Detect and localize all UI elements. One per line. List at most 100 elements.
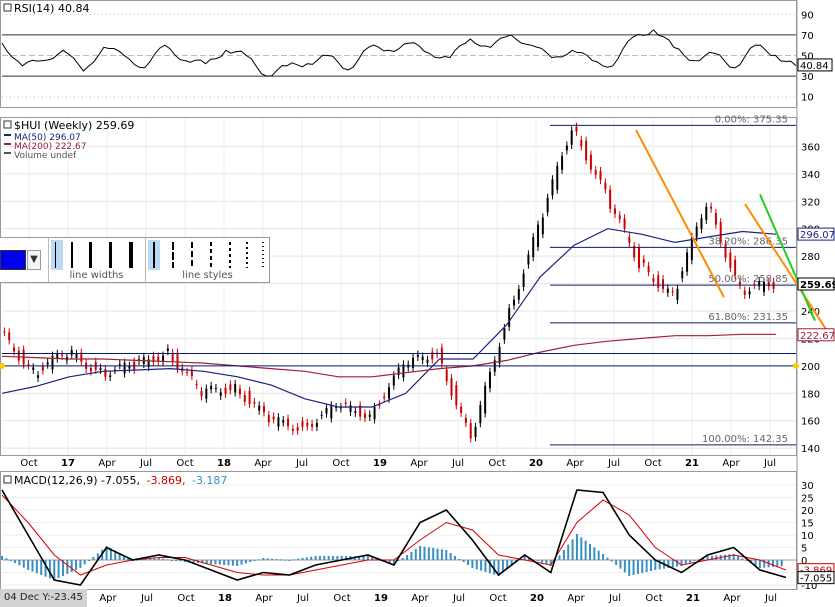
price-candle-body: [152, 355, 155, 363]
color-dropdown-button[interactable]: ▼: [27, 250, 41, 270]
price-candle-body: [662, 279, 665, 289]
price-candle-body: [205, 388, 208, 399]
macd-hist-bar: [61, 560, 64, 576]
price-tag-label: 259.69: [800, 280, 835, 291]
bottom-axis-label: 20: [530, 593, 544, 604]
rsi-value-tag: [797, 58, 833, 72]
price-tick-label: 140: [801, 444, 820, 455]
line-style-dash-3[interactable]: [210, 242, 212, 268]
price-candle-body: [349, 405, 352, 413]
line-widths-label: line widths: [69, 270, 124, 281]
price-title: $HUI (Weekly) 259.69: [14, 119, 134, 132]
price-candle-body: [565, 145, 568, 151]
macd-line: [1, 489, 787, 586]
price-candle-body: [729, 252, 732, 268]
line-style-dash-4[interactable]: [229, 242, 231, 268]
price-candle-body: [637, 247, 640, 269]
price-candle-body: [13, 347, 16, 352]
price-candle-body: [474, 426, 477, 438]
line-width-5[interactable]: [129, 242, 133, 268]
macd-hist-bar: [602, 554, 605, 560]
macd-hist-bar: [332, 556, 335, 560]
price-candle-body: [368, 414, 371, 417]
macd-hist-bar: [393, 560, 395, 564]
macd-hist-bar: [610, 560, 613, 562]
macd-hist-bar: [362, 556, 365, 560]
price-candle-body: [229, 384, 232, 391]
macd-hist-bar: [493, 560, 496, 575]
price-candle-body: [392, 375, 395, 386]
price-candle-body: [714, 213, 717, 225]
price-candle-body: [537, 224, 540, 247]
macd-hist-bar: [397, 560, 400, 561]
macd-tag-label: -7.055: [800, 574, 832, 585]
price-candle-body: [46, 362, 49, 365]
line-width-2[interactable]: [71, 242, 73, 268]
price-candle-body: [676, 288, 679, 301]
price-candle-body: [378, 404, 381, 406]
macd-tag-box: [797, 571, 835, 585]
price-candle-body: [460, 406, 463, 413]
line-style-dash-2[interactable]: [191, 242, 193, 268]
macd-hist-bar: [462, 560, 465, 562]
price-candle-body: [599, 171, 602, 180]
price-candle-body: [479, 404, 482, 424]
macd-hist-bar: [118, 553, 121, 560]
macd-hist-bar: [22, 560, 25, 568]
price-candle-body: [157, 356, 160, 362]
price-candle-body: [61, 354, 64, 356]
price-candle-body: [416, 354, 419, 357]
macd-hist-bar: [667, 560, 670, 568]
price-candle-body: [56, 353, 59, 359]
macd-hist-bar: [771, 560, 774, 567]
price-candle-body: [613, 208, 616, 214]
macd-hist-bar: [580, 537, 583, 560]
macd-hist-bar: [432, 548, 435, 560]
price-candle-body: [363, 413, 366, 418]
rsi-title: RSI(14) 40.84: [14, 2, 89, 15]
price-tag-label: 296.07: [800, 230, 835, 241]
x-axis-label: Oct: [176, 458, 193, 469]
macd-title-hist: -3.187: [192, 474, 227, 487]
line-style-dash-1[interactable]: [172, 242, 174, 268]
macd-hist-bar: [606, 557, 609, 560]
price-title-icon[interactable]: [3, 120, 12, 129]
price-candle-body: [642, 259, 645, 263]
price-grid: 360340320300280260240220200180160140: [2, 118, 820, 455]
line-width-1[interactable]: [55, 242, 56, 268]
x-axis-label: Jul: [139, 458, 152, 469]
rsi-title-icon[interactable]: [3, 3, 12, 12]
bottom-axis-label: Jul: [452, 593, 465, 604]
line-width-3[interactable]: [89, 242, 92, 268]
price-candle-body: [633, 246, 636, 258]
color-swatch[interactable]: [0, 250, 26, 270]
macd-hist-bar: [310, 556, 313, 560]
macd-tick-label: 25: [801, 494, 814, 505]
price-candle-body: [724, 244, 727, 258]
price-candle-body: [541, 217, 544, 235]
line-width-4[interactable]: [109, 242, 112, 268]
macd-title-icon[interactable]: [3, 475, 12, 484]
legend-label: Volume undef: [14, 151, 77, 161]
price-candle-body: [469, 423, 472, 439]
price-candle-body: [190, 370, 193, 377]
line-style-dot-1[interactable]: [246, 242, 248, 268]
price-candle-body: [758, 281, 761, 287]
bottom-axis-label: Apr: [411, 593, 429, 604]
price-candle-body: [210, 385, 213, 390]
macd-hist-bar: [776, 560, 779, 567]
macd-hist-bar: [236, 560, 239, 566]
line-style-dot-2[interactable]: [262, 242, 264, 268]
price-candle-body: [315, 422, 318, 427]
line-style-solid[interactable]: [153, 242, 155, 268]
price-candle-body: [517, 289, 520, 300]
macd-hist-bar: [406, 555, 409, 560]
macd-tick-label: 10: [801, 531, 814, 542]
macd-hist-bar: [724, 554, 727, 560]
bottom-axis-label: Oct: [333, 593, 350, 604]
bottom-axis-label: Jul: [764, 593, 777, 604]
macd-hist-bar: [497, 560, 500, 576]
x-axis-label: Oct: [332, 458, 349, 469]
